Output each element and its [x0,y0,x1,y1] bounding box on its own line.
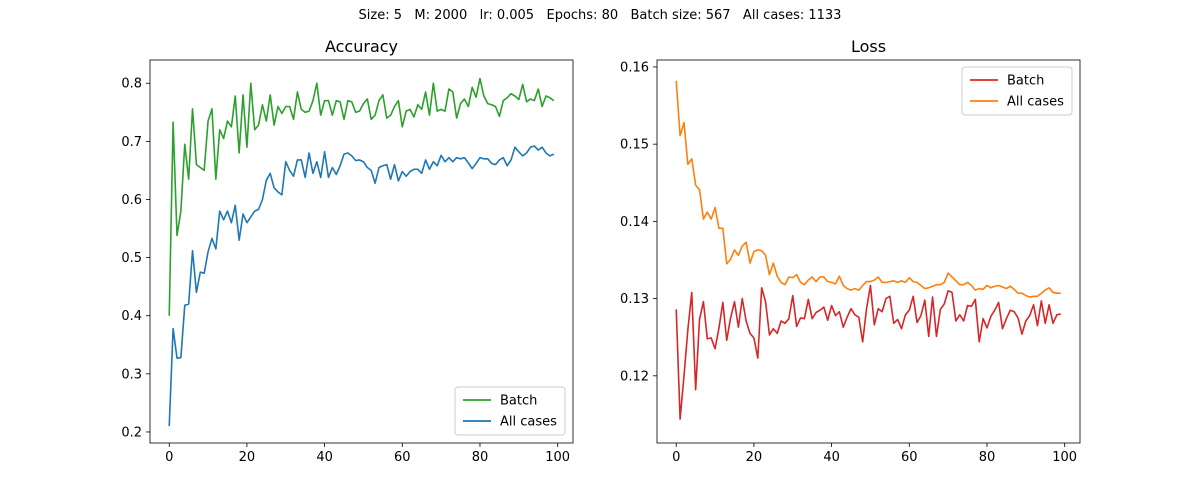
loss-series-batch [675,284,1061,420]
loss-xtick-label: 20 [746,450,763,465]
accuracy-xtick-label: 80 [472,450,489,465]
loss-ytick-label: 0.14 [620,215,649,230]
accuracy-ytick-label: 0.7 [121,135,142,150]
accuracy-ytick-label: 0.5 [121,251,142,266]
loss-legend-label: All cases [1007,95,1064,110]
accuracy-ytick-label: 0.6 [121,193,142,208]
accuracy-axes-frame [149,59,574,444]
accuracy-series-all-cases [168,145,555,427]
loss-legend: Batch All cases [961,66,1073,116]
loss-title: Loss [851,37,886,56]
figure-suptitle: Size: 5 M: 2000 lr: 0.005 Epochs: 80 Bat… [358,8,842,23]
accuracy-legend-label: Batch [500,394,537,409]
loss-ytick-label: 0.12 [620,369,649,384]
accuracy-xtick-label: 40 [316,450,333,465]
loss-xtick-label: 80 [979,450,996,465]
loss-xtick-label: 0 [672,450,680,465]
loss-legend-box [961,66,1073,116]
accuracy-ytick-label: 0.4 [121,309,142,324]
accuracy-xtick-label: 60 [394,450,411,465]
loss-legend-label: Batch [1007,74,1044,89]
accuracy-ytick-label: 0.8 [121,77,142,92]
loss-ytick-label: 0.16 [620,60,649,75]
accuracy-series-batch [168,77,555,316]
accuracy-xtick-label: 20 [239,450,256,465]
accuracy-xtick-label: 0 [165,450,173,465]
accuracy-xtick-label: 100 [545,450,570,465]
accuracy-chart: Accuracy 0 20 40 60 80 100 0.2 0.3 0.4 0.5 0.6 0.7 0.… [121,37,574,465]
loss-axes-frame [656,59,1081,444]
accuracy-legend: Batch All cases [454,386,566,436]
loss-xtick-label: 60 [901,450,918,465]
accuracy-ytick-label: 0.2 [121,425,142,440]
accuracy-legend-label: All cases [500,415,557,430]
accuracy-ytick-label: 0.3 [121,367,142,382]
loss-series-all-cases [675,80,1061,298]
loss-ytick-label: 0.15 [620,138,649,153]
loss-xtick-label: 100 [1052,450,1077,465]
accuracy-legend-box [454,386,566,436]
loss-chart: Loss 0 20 40 60 80 100 0.12 0.13 0.14 0.15 0.16 Batc… [620,37,1081,465]
accuracy-title: Accuracy [325,37,398,56]
loss-ytick-label: 0.13 [620,292,649,307]
loss-xtick-label: 40 [823,450,840,465]
